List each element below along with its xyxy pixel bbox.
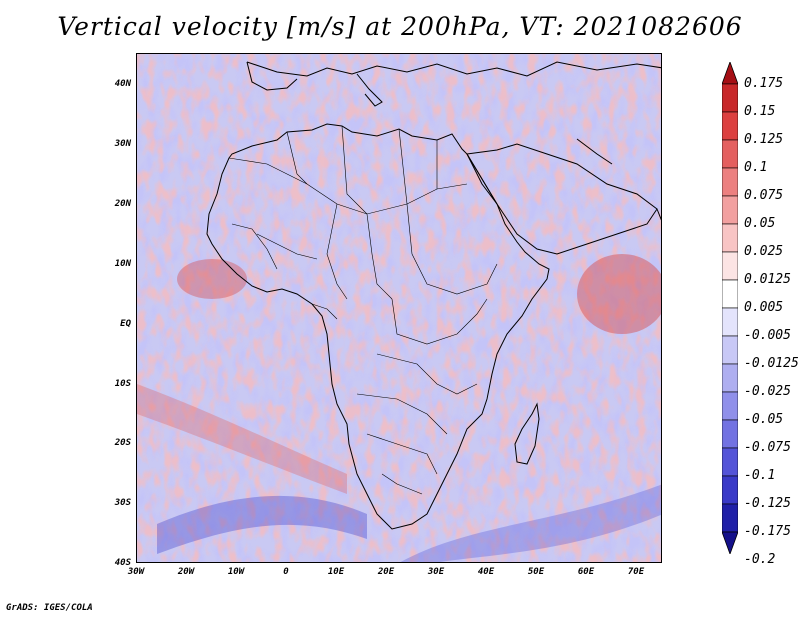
lon-label: 60E xyxy=(577,567,595,577)
colorbar-tick-label: 0.05 xyxy=(744,216,776,231)
coastlines xyxy=(206,61,661,530)
colorbar-tick-label: 0.175 xyxy=(744,76,784,91)
colorbar-tick-label: -0.075 xyxy=(744,440,791,455)
colorbar-top-triangle xyxy=(722,62,738,85)
border-4 xyxy=(398,128,408,205)
border-16 xyxy=(311,303,338,320)
border-7 xyxy=(406,203,498,295)
lat-label: 40S xyxy=(114,558,131,568)
map-panel xyxy=(136,53,662,563)
lon-label: 10W xyxy=(227,567,245,577)
positive-patch-west-africa xyxy=(177,259,247,299)
lon-label: 30E xyxy=(427,567,445,577)
colorbar-tick-label: 0.075 xyxy=(744,188,784,203)
lat-label: 20N xyxy=(114,199,131,209)
madagascar xyxy=(514,402,540,465)
colorbar-segment xyxy=(722,195,738,225)
positive-patch-indian-ocean xyxy=(577,254,661,334)
colorbar-segment xyxy=(722,83,738,113)
colorbar-tick-label: 0.025 xyxy=(744,244,784,259)
colorbar-segment xyxy=(722,447,738,477)
colorbar-tick-label: 0.125 xyxy=(744,132,784,147)
colorbar-segment xyxy=(722,391,738,421)
field-positive-texture xyxy=(137,54,661,562)
iberia xyxy=(246,61,298,91)
lat-label: 40N xyxy=(114,79,131,89)
colorbar-tick-label: -0.0125 xyxy=(744,356,799,371)
colorbar-tick-label: -0.175 xyxy=(744,524,791,539)
colorbar-tick-label: -0.125 xyxy=(744,496,791,511)
colorbar-segment xyxy=(722,167,738,197)
colorbar-tick-label: 0.005 xyxy=(744,300,784,315)
border-8 xyxy=(326,203,348,300)
lat-label: EQ xyxy=(120,319,131,329)
lon-label: 50E xyxy=(527,567,545,577)
colorbar-segment xyxy=(722,223,738,253)
colorbar-segment xyxy=(722,307,738,337)
border-10 xyxy=(376,353,478,395)
positive-band-south-atlantic xyxy=(137,384,347,494)
colorbar-segment xyxy=(722,139,738,169)
persian-gulf xyxy=(576,138,613,165)
chart-title: Vertical velocity [m/s] at 200hPa, VT: 2… xyxy=(57,12,743,41)
border-12 xyxy=(366,433,438,475)
colorbar-tick-label: -0.1 xyxy=(744,468,776,483)
colorbar-tick-label: -0.025 xyxy=(744,384,791,399)
colorbar-segment xyxy=(722,279,738,309)
colorbar-segment xyxy=(722,335,738,365)
colorbar-bottom-triangle xyxy=(722,531,738,554)
colorbar-segment xyxy=(722,363,738,393)
colorbar-tick-label: 0.15 xyxy=(744,104,776,119)
border-13 xyxy=(381,473,423,495)
lat-label: 30N xyxy=(114,139,131,149)
colorbar-tick-label: -0.2 xyxy=(744,552,776,567)
colorbar-segment xyxy=(722,503,738,533)
lat-label: 10N xyxy=(114,259,131,269)
negative-band-south-atlantic xyxy=(157,495,367,554)
colorbar-segment xyxy=(722,419,738,449)
lat-label: 30S xyxy=(114,498,131,508)
colorbar-segment xyxy=(722,475,738,505)
arabian-peninsula xyxy=(466,143,658,255)
colorbar-tick-label: -0.05 xyxy=(744,412,784,427)
lat-label: 10S xyxy=(114,379,131,389)
africa-coastline xyxy=(206,123,550,530)
colorbar-segment xyxy=(722,111,738,141)
europe-coast xyxy=(246,61,661,77)
negative-band-south-east xyxy=(400,484,661,562)
italy xyxy=(356,73,383,107)
border-9 xyxy=(391,298,488,345)
lon-label: 0 xyxy=(283,567,289,577)
border-3 xyxy=(341,125,368,215)
border-1 xyxy=(228,157,468,215)
colorbar-segment xyxy=(722,251,738,281)
lon-label: 20W xyxy=(177,567,195,577)
map-canvas xyxy=(137,54,661,562)
border-6 xyxy=(366,213,393,300)
lon-label: 10E xyxy=(327,567,345,577)
border-15 xyxy=(231,223,278,270)
lat-label: 20S xyxy=(114,438,131,448)
red-sea xyxy=(466,153,498,205)
grads-credit: GrADS: IGES/COLA xyxy=(6,603,93,613)
india-coast xyxy=(656,208,661,221)
colorbar-tick-label: 0.1 xyxy=(744,160,768,175)
colorbar-tick-label: 0.0125 xyxy=(744,272,791,287)
colorbar xyxy=(722,62,738,554)
lon-label: 40E xyxy=(477,567,495,577)
border-2 xyxy=(286,131,308,185)
country-borders xyxy=(228,125,498,495)
lon-label: 20E xyxy=(377,567,395,577)
border-11 xyxy=(356,393,448,435)
border-14 xyxy=(256,233,318,260)
lon-label: 70E xyxy=(627,567,645,577)
lon-label: 30W xyxy=(127,567,145,577)
colorbar-tick-label: -0.005 xyxy=(744,328,791,343)
